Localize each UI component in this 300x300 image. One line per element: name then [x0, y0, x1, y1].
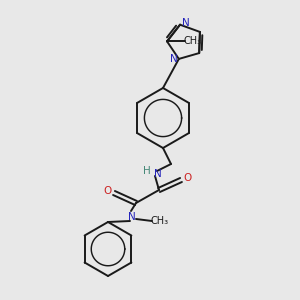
Text: N: N	[128, 212, 136, 222]
Text: H: H	[143, 166, 151, 176]
Text: CH₃: CH₃	[184, 36, 202, 46]
Text: CH₃: CH₃	[151, 216, 169, 226]
Text: O: O	[104, 186, 112, 196]
Text: N: N	[170, 54, 178, 64]
Text: O: O	[183, 173, 191, 183]
Text: N: N	[154, 169, 162, 179]
Text: N: N	[182, 18, 190, 28]
